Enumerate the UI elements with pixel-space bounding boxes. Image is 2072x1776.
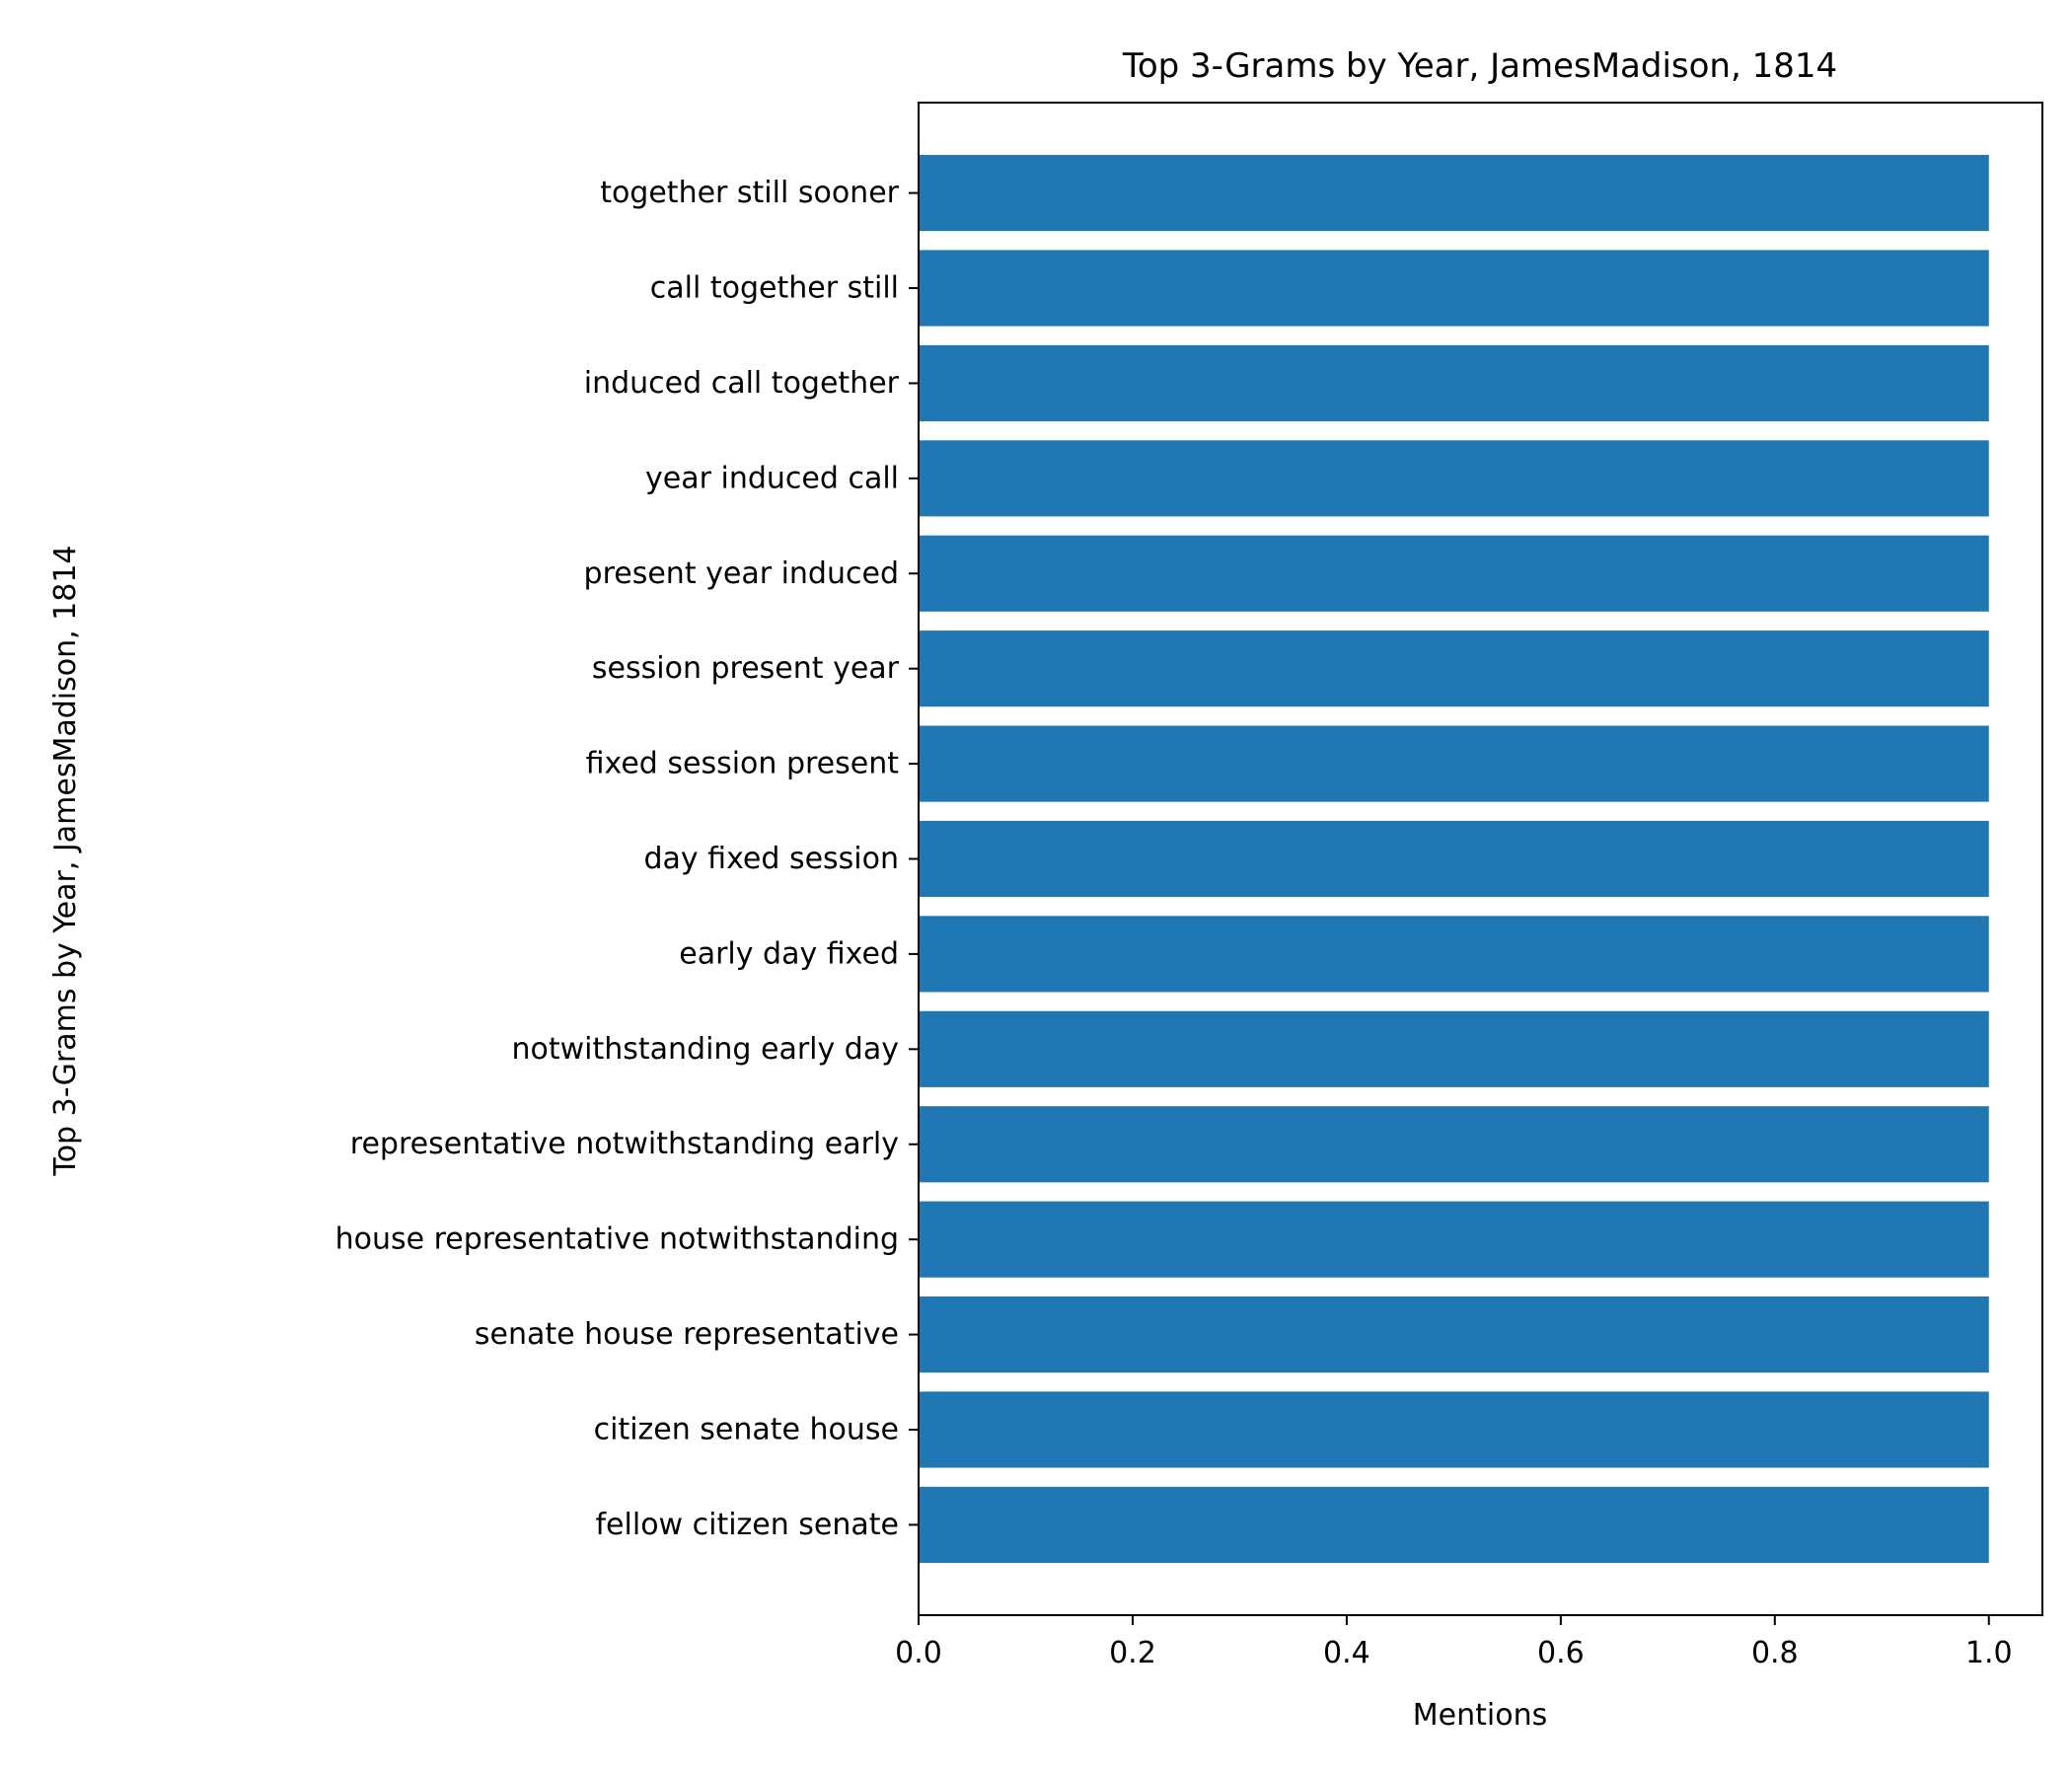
x-axis-ticks: 0.0 0.2 0.4 0.6 0.8 1.0 [895, 1615, 2013, 1670]
y-axis-label: Top 3-Grams by Year, JamesMadison, 1814 [48, 545, 83, 1176]
bar [919, 250, 1989, 327]
bar [919, 630, 1989, 707]
bar [919, 1391, 1989, 1468]
x-tick-label: 0.8 [1751, 1636, 1799, 1670]
bar [919, 1201, 1989, 1278]
y-tick-label: fixed session present [586, 747, 900, 781]
y-tick-label: representative notwithstanding early [350, 1127, 899, 1161]
bar [919, 440, 1989, 517]
x-tick-label: 0.2 [1109, 1636, 1156, 1670]
bars-layer [919, 155, 1989, 1563]
y-tick-label: year induced call [645, 461, 899, 495]
x-tick-label: 0.6 [1537, 1636, 1585, 1670]
y-tick-label: notwithstanding early day [511, 1032, 899, 1067]
chart-title: Top 3-Grams by Year, JamesMadison, 1814 [1122, 46, 1837, 86]
bar [919, 155, 1989, 232]
y-tick-label: present year induced [584, 556, 899, 591]
y-tick-label: house representative notwithstanding [335, 1222, 899, 1257]
x-tick-label: 0.4 [1323, 1636, 1370, 1670]
bar [919, 820, 1989, 898]
bar [919, 1010, 1989, 1087]
bar [919, 344, 1989, 421]
bar [919, 916, 1989, 993]
bar [919, 1106, 1989, 1183]
y-tick-label: senate house representative [475, 1317, 899, 1352]
y-tick-label: early day fixed [679, 936, 899, 971]
y-tick-label: together still sooner [600, 176, 899, 210]
y-tick-label: citizen senate house [594, 1412, 899, 1446]
y-tick-label: session present year [592, 651, 900, 686]
bar [919, 725, 1989, 802]
x-tick-label: 1.0 [1965, 1636, 2013, 1670]
y-tick-label: call together still [650, 271, 899, 306]
bar [919, 535, 1989, 612]
y-axis-ticks: fellow citizen senate citizen senate hous… [335, 176, 919, 1542]
x-axis-label: Mentions [1413, 1698, 1547, 1733]
bar [919, 1296, 1989, 1373]
plot-frame [918, 102, 2043, 1616]
y-tick-label: fellow citizen senate [596, 1508, 900, 1542]
bar [919, 1486, 1989, 1563]
y-tick-label: day fixed session [643, 842, 899, 876]
y-tick-label: induced call together [584, 366, 900, 401]
x-tick-label: 0.0 [895, 1636, 942, 1670]
